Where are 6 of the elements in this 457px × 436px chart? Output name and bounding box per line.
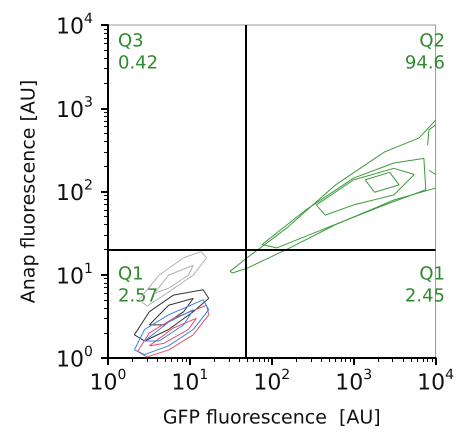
- x-axis-title: GFP fluorescence [AU]: [162, 406, 381, 428]
- y-axis-title: Anap fluorescence [AU]: [18, 80, 40, 304]
- annotation: Q1 2.45: [404, 264, 445, 306]
- annotation: Q1 2.57: [118, 264, 158, 306]
- annotation: Q3 0.42: [118, 30, 158, 74]
- annotation: Q2 94.6: [404, 30, 445, 74]
